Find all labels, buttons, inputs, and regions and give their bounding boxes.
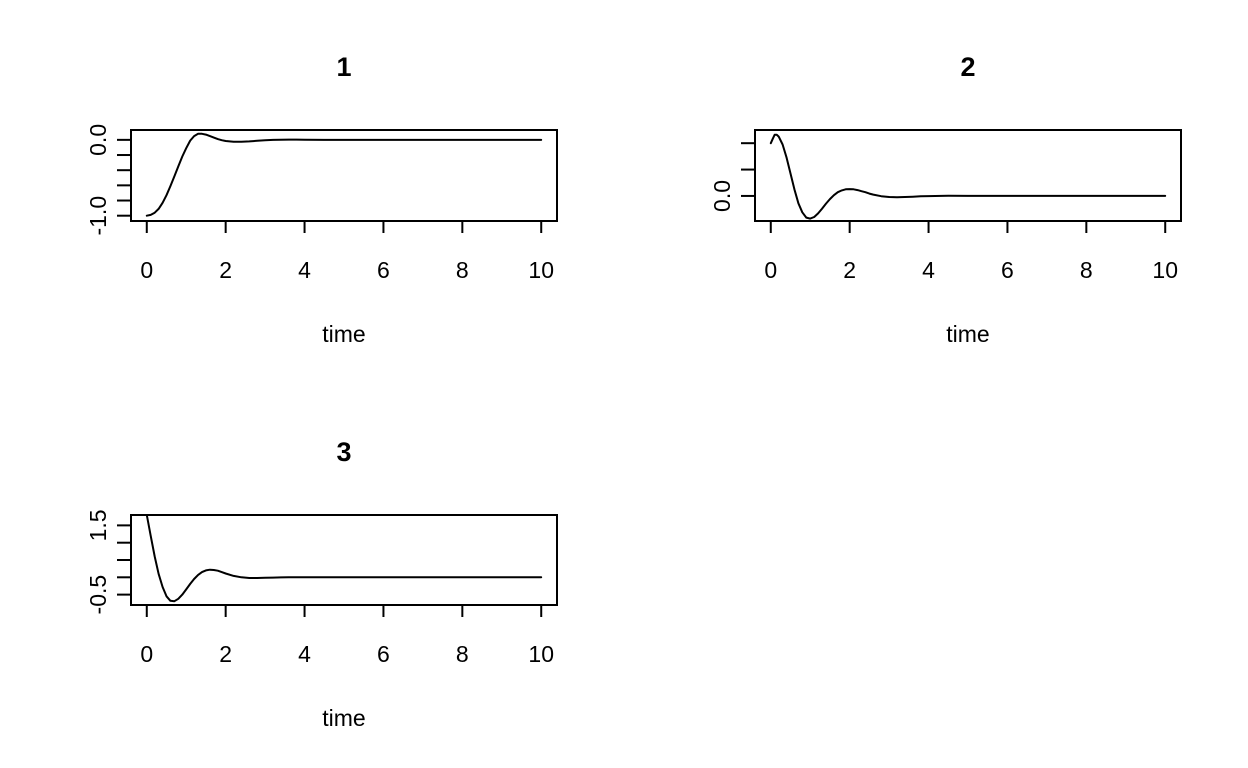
x-tick-label: 2 — [219, 641, 232, 667]
y-tick-label: -0.5 — [85, 575, 111, 615]
plot-frame — [130, 514, 558, 606]
x-tick-label: 8 — [456, 257, 469, 283]
x-tick-label: 2 — [219, 257, 232, 283]
series-line — [145, 514, 543, 603]
panel-title: 3 — [336, 437, 351, 467]
panel-3: 3 0 2 4 6 8 10 time -0.5 1.5 — [85, 437, 558, 731]
x-axis-label: time — [946, 321, 989, 347]
x-tick-label: 6 — [377, 641, 390, 667]
x-tick-label: 10 — [1152, 257, 1178, 283]
plot-frame — [754, 129, 1182, 222]
panel-title: 1 — [336, 52, 351, 82]
x-tick-label: 8 — [456, 641, 469, 667]
x-tick-label: 0 — [140, 257, 153, 283]
x-tick-label: 4 — [298, 257, 311, 283]
x-tick-label: 4 — [922, 257, 935, 283]
plot-frame — [130, 129, 558, 222]
x-tick-label: 4 — [298, 641, 311, 667]
x-axis-label: time — [322, 705, 365, 731]
series-line — [145, 132, 543, 217]
panel-title: 2 — [960, 52, 975, 82]
x-tick-label: 6 — [377, 257, 390, 283]
x-axis-label: time — [322, 321, 365, 347]
x-tick-label: 10 — [528, 257, 554, 283]
y-tick-label: 0.0 — [85, 124, 111, 156]
y-tick-label: 0.0 — [709, 180, 735, 212]
x-tick-label: 0 — [764, 257, 777, 283]
x-tick-label: 10 — [528, 641, 554, 667]
x-tick-label: 8 — [1080, 257, 1093, 283]
x-tick-label: 2 — [843, 257, 856, 283]
x-tick-label: 0 — [140, 641, 153, 667]
x-tick-label: 6 — [1001, 257, 1014, 283]
panel-2: 2 0 2 4 6 8 10 time 0.0 — [709, 52, 1182, 347]
y-tick-label: 1.5 — [85, 509, 111, 541]
y-tick-label: -1.0 — [85, 196, 111, 236]
series-line — [769, 133, 1167, 220]
